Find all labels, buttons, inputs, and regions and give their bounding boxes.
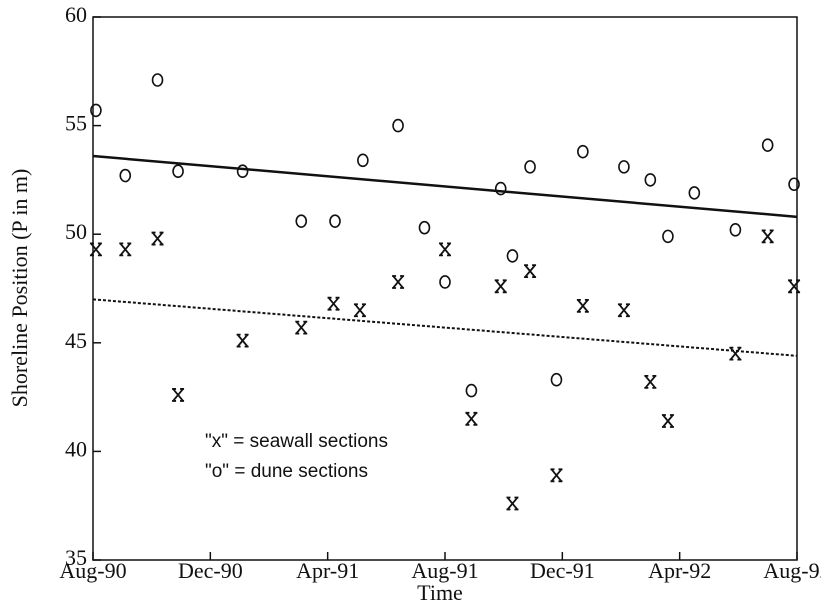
seawall-point [327, 296, 340, 311]
dune-point [577, 144, 589, 159]
annotation: "x" = seawall sections [205, 431, 388, 452]
seawall-point [465, 411, 478, 426]
x-axis-label: Time [417, 580, 463, 605]
x-tick-label: Aug-90 [59, 558, 126, 583]
dune-point [439, 275, 451, 289]
y-tick-label: 45 [65, 328, 87, 353]
seawall-point [761, 229, 774, 244]
y-tick-label: 35 [65, 545, 87, 570]
dune-point [119, 168, 132, 183]
seawall-point [617, 303, 630, 318]
seawall-point [550, 468, 563, 483]
dune-point [688, 186, 701, 200]
seawall-point [119, 242, 132, 257]
seawall-point [576, 298, 589, 313]
x-tick-label: Apr-92 [648, 558, 711, 583]
dune-point [524, 160, 536, 174]
dune-point [662, 229, 674, 244]
dune-point [506, 249, 519, 263]
dune-point [465, 383, 478, 398]
seawall-point [729, 346, 742, 361]
trend-line [92, 154, 798, 219]
dune-point [151, 73, 164, 87]
y-tick-label: 40 [65, 436, 87, 461]
trend-line [92, 298, 798, 357]
seawall-point [439, 242, 451, 257]
dune-point [494, 181, 507, 196]
dune-point [90, 103, 102, 118]
seawall-point [151, 231, 164, 246]
dune-point [550, 372, 563, 387]
annotation: "o" = dune sections [205, 461, 368, 482]
y-tick-label: 55 [65, 111, 87, 136]
dune-point [295, 214, 308, 228]
dune-point [729, 223, 742, 237]
seawall-point [788, 279, 801, 294]
dune-point [392, 118, 404, 133]
seawall-point [295, 320, 308, 335]
seawall-point [89, 242, 102, 257]
x-tick-label: Aug-91 [411, 558, 478, 583]
dune-point [418, 220, 431, 235]
x-tick-label: Apr-91 [296, 558, 359, 583]
y-axis-label: Shoreline Position (P in m) [7, 169, 32, 408]
seawall-point [644, 374, 657, 389]
dune-point [329, 214, 341, 228]
dune-point [761, 138, 774, 152]
seawall-point [524, 264, 537, 279]
seawall-point [353, 303, 366, 318]
seawall-point [506, 496, 519, 511]
dune-point [357, 153, 369, 168]
seawall-point [172, 388, 185, 402]
x-tick-label: Dec-91 [530, 558, 595, 583]
dune-point [236, 164, 249, 179]
y-tick-label: 60 [65, 2, 87, 27]
y-tick-label: 50 [65, 219, 87, 244]
x-tick-label: Aug-92 [763, 558, 821, 583]
seawall-point [661, 414, 674, 428]
dune-point [618, 160, 630, 174]
seawall-point [392, 275, 405, 289]
dune-point [172, 164, 184, 179]
seawall-point [494, 279, 507, 294]
x-tick-label: Dec-90 [178, 558, 243, 583]
dune-point [788, 177, 800, 192]
dune-point [644, 173, 657, 187]
seawall-point [236, 333, 249, 348]
